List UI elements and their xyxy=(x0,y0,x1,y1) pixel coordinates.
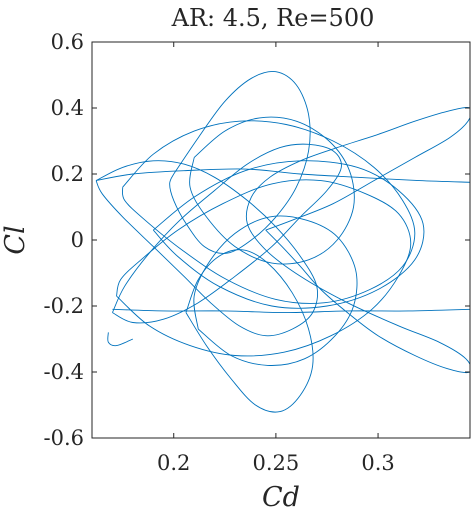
x-tick-label: 0.2 xyxy=(157,451,190,475)
axes-box xyxy=(91,41,471,439)
trajectory-line-3 xyxy=(112,143,342,324)
y-tick-label: -0.4 xyxy=(44,360,85,384)
trajectory-line-11 xyxy=(96,168,470,183)
x-tick-label: 0.3 xyxy=(361,451,394,475)
trajectory-line-4 xyxy=(169,71,311,254)
chart-title: AR: 4.5, Re=500 xyxy=(171,4,375,32)
trajectory-line-13 xyxy=(107,332,134,347)
trajectory-line-10 xyxy=(193,215,358,366)
y-tick-label: 0.4 xyxy=(51,96,84,120)
plot-area xyxy=(95,71,470,413)
x-axis: 0.2 0.25 0.3 xyxy=(157,42,395,475)
trajectory-line-5 xyxy=(185,249,314,413)
trajectory-line-6 xyxy=(121,120,416,304)
y-axis-label: Cl xyxy=(0,225,31,254)
y-tick-label: 0 xyxy=(71,228,84,252)
y-tick-label: -0.2 xyxy=(44,294,85,318)
y-tick-label: 0.2 xyxy=(51,162,84,186)
trajectory-line-12 xyxy=(112,308,470,314)
x-axis-label: Cd xyxy=(262,482,300,511)
trajectory-line-7 xyxy=(116,179,412,357)
x-tick-label: 0.25 xyxy=(253,451,300,475)
y-tick-label: 0.6 xyxy=(51,30,84,54)
trajectory-line-1 xyxy=(245,107,470,374)
trajectory-line-2 xyxy=(95,160,319,337)
trajectory-line-9 xyxy=(189,116,355,265)
y-tick-label: -0.6 xyxy=(44,426,85,450)
y-axis: -0.6 -0.4 -0.2 0 0.2 0.4 0.6 xyxy=(44,30,470,450)
